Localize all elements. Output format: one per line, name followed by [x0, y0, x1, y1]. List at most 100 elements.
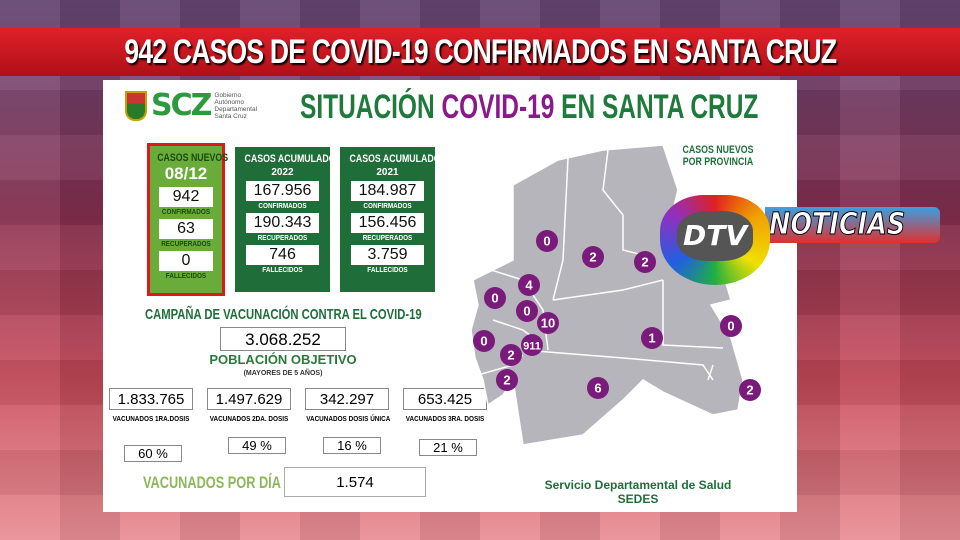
province-count: 2 [746, 383, 753, 398]
dose-2-percent: 49 % [228, 437, 286, 454]
box-header: CASOS ACUMULADOS [244, 153, 342, 165]
province-badge [634, 251, 656, 273]
province-badge [500, 344, 522, 366]
logo-text: Gobierno Autónomo Departamental Santa Cr… [214, 91, 258, 120]
percent-value: 16 [337, 438, 352, 453]
headline-banner: 942 CASOS DE COVID-19 CONFIRMADOS EN SAN… [0, 28, 960, 76]
dose-unique-percent: 16 % [323, 437, 381, 454]
footer-line1: Servicio Departamental de Salud [544, 478, 732, 492]
box-year: 2021 [376, 167, 399, 178]
title-highlight: COVID-19 [441, 88, 555, 126]
dose-label: VACUNADOS 3RA. DOSIS [405, 414, 485, 423]
infographic-title: SITUACIÓN COVID-19 EN SANTA CRUZ [300, 88, 758, 127]
province-count: 2 [641, 255, 648, 270]
percent-value: 49 [242, 438, 257, 453]
province-badge [720, 315, 742, 337]
recovered-label: RECUPERADOS [257, 233, 308, 242]
confirmed-value: 167.956 [246, 181, 319, 201]
recovered-value: 63 [158, 219, 214, 239]
program-name: NOTICIAS [769, 207, 906, 243]
province-badge [496, 369, 518, 391]
dose-label: VACUNADOS 1RA.DOSIS [112, 414, 190, 423]
province-badge [536, 230, 558, 252]
dose-label: VACUNADOS 2DA. DOSIS [209, 414, 289, 423]
recovered-value: 156.456 [351, 213, 424, 233]
title-prefix: SITUACIÓN [300, 88, 442, 126]
province-count: 0 [491, 291, 498, 306]
scz-logo: SCZ Gobierno Autónomo Departamental Sant… [125, 88, 266, 123]
province-badge [587, 377, 609, 399]
percent-value: 60 [138, 446, 153, 461]
covid-infographic: SCZ Gobierno Autónomo Departamental Sant… [103, 80, 797, 512]
channel-logo: DTV [677, 211, 753, 261]
percent-unit: % [260, 438, 272, 453]
confirmed-label: CONFIRMADOS [161, 207, 211, 216]
province-count: 2 [507, 348, 514, 363]
vaccination-title: CAMPAÑA DE VACUNACIÓN CONTRA EL COVID-19 [145, 306, 422, 323]
logo-bar [765, 207, 940, 243]
province-count: 0 [727, 319, 734, 334]
province-badge [537, 312, 559, 334]
dose-3-percent: 21 % [419, 439, 477, 456]
headline-text: 942 CASOS DE COVID-19 CONFIRMADOS EN SAN… [124, 32, 837, 71]
province-badge [521, 334, 543, 356]
percent-unit: % [156, 446, 168, 461]
province-count: 2 [589, 250, 596, 265]
deaths-value: 3.759 [351, 245, 424, 265]
dose-2: 1.497.629 VACUNADOS 2DA. DOSIS [201, 388, 297, 423]
dose-unique: 342.297 VACUNADOS DOSIS ÚNICA [299, 388, 395, 423]
dose-value: 1.833.765 [109, 388, 193, 410]
province-count: 0 [543, 234, 550, 249]
confirmed-label: CONFIRMADOS [363, 201, 412, 210]
province-badge [484, 287, 506, 309]
province-count: 0 [523, 304, 530, 319]
map-outline [470, 144, 744, 446]
province-badge [473, 330, 495, 352]
confirmed-value: 942 [158, 187, 214, 207]
province-count: 4 [525, 278, 533, 293]
logo-brand: SCZ [151, 88, 212, 123]
deaths-label: FALLECIDOS [367, 265, 408, 274]
dose-3: 653.425 VACUNADOS 3RA. DOSIS [397, 388, 493, 423]
province-count: 911 [523, 341, 541, 353]
box-date: 08/12 [164, 164, 208, 183]
recovered-value: 190.343 [246, 213, 319, 233]
box-header: CASOS ACUMULADOS [349, 153, 447, 165]
province-badge [641, 327, 663, 349]
new-cases-box: CASOS NUEVOS 08/12 942 CONFIRMADOS 63 RE… [147, 143, 229, 296]
deaths-label: FALLECIDOS [262, 265, 303, 274]
dose-1-percent: 60 % [124, 445, 182, 462]
deaths-value: 746 [246, 245, 319, 265]
accumulated-2021-box: CASOS ACUMULADOS 2021 184.987 CONFIRMADO… [340, 147, 447, 292]
province-count: 10 [541, 316, 555, 331]
dtv-noticias-logo: NOTICIAS DTV [655, 195, 945, 285]
province-count: 1 [648, 331, 655, 346]
province-count: 2 [503, 373, 510, 388]
percent-unit: % [451, 440, 463, 455]
title-suffix: EN SANTA CRUZ [554, 88, 759, 126]
coat-of-arms-icon [125, 90, 147, 121]
province-badge [516, 300, 538, 322]
vaccinated-per-day-value: 1.574 [284, 467, 426, 497]
province-badge [518, 274, 540, 296]
province-badge [739, 379, 761, 401]
dose-value: 1.497.629 [207, 388, 291, 410]
target-population-label: POBLACIÓN OBJETIVO [209, 352, 357, 367]
deaths-label: FALLECIDOS [165, 271, 207, 280]
target-population-note: (MAYORES DE 5 AÑOS) [243, 370, 323, 377]
map-title: CASOS NUEVOS POR PROVINCIA [682, 144, 754, 168]
dose-value: 342.297 [305, 388, 389, 410]
province-count: 6 [594, 381, 601, 396]
deaths-value: 0 [158, 251, 214, 271]
province-badge [582, 246, 604, 268]
dose-1: 1.833.765 VACUNADOS 1RA.DOSIS [103, 388, 199, 423]
percent-value: 21 [433, 440, 448, 455]
box-header: CASOS NUEVOS [157, 152, 229, 164]
target-population-value: 3.068.252 [220, 327, 346, 351]
footer-line2: SEDES [617, 492, 659, 506]
percent-unit: % [355, 438, 367, 453]
vaccinated-per-day-label: VACUNADOS POR DÍA [143, 473, 281, 492]
confirmed-label: CONFIRMADOS [258, 201, 307, 210]
accumulated-2022-box: CASOS ACUMULADOS 2022 167.956 CONFIRMADO… [235, 147, 342, 292]
